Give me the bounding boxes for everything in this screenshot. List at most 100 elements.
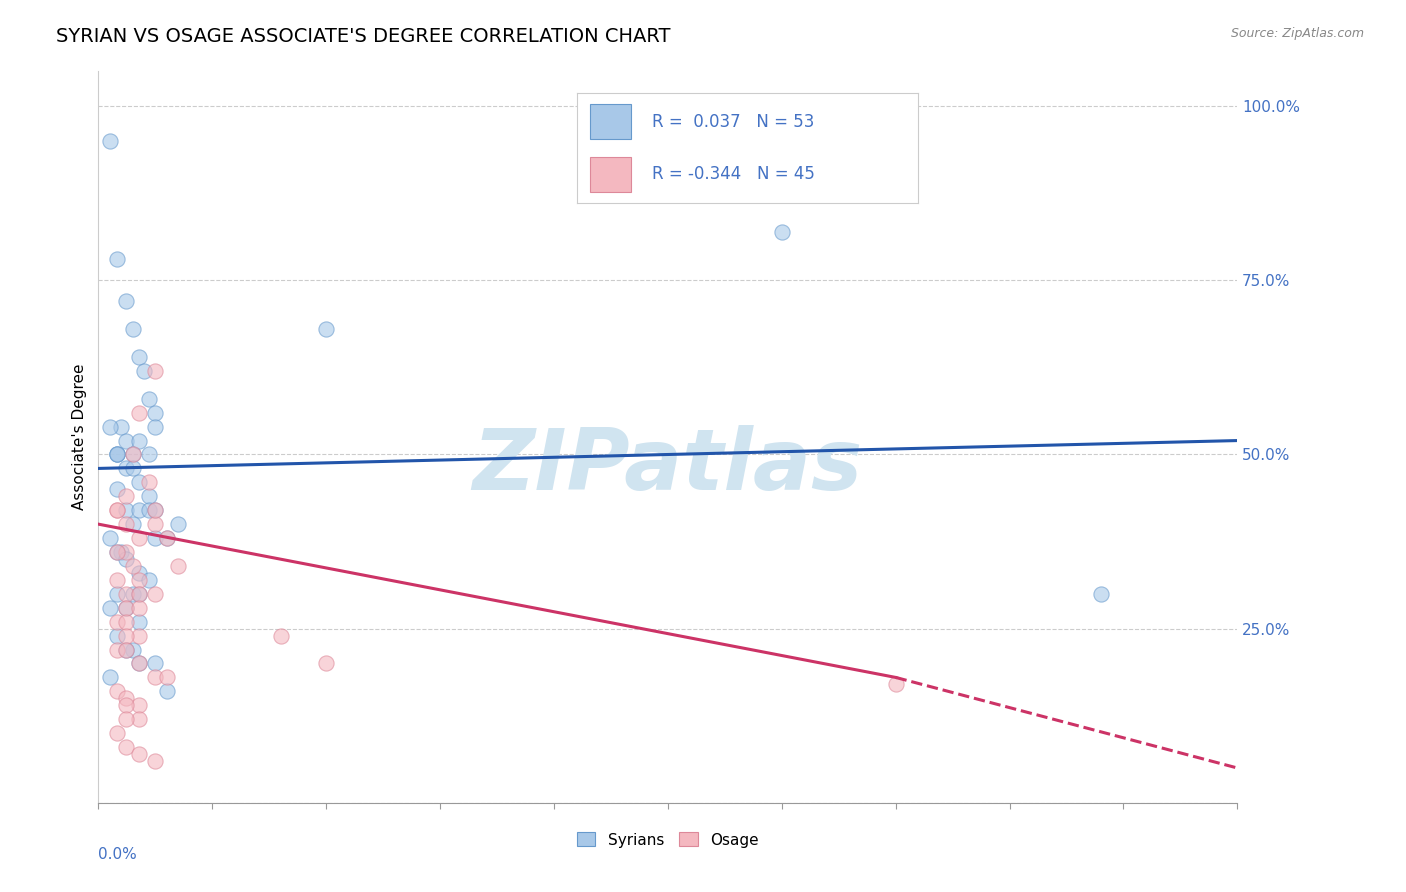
Point — [114, 629, 136, 643]
Point — [138, 489, 160, 503]
Point — [114, 434, 136, 448]
Point — [105, 545, 128, 559]
Point — [105, 252, 128, 267]
Point — [105, 503, 128, 517]
Point — [105, 448, 128, 462]
Point — [121, 448, 143, 462]
Point — [145, 503, 167, 517]
Point — [114, 600, 136, 615]
Point — [128, 600, 150, 615]
Point — [128, 475, 150, 490]
Point — [114, 691, 136, 706]
Point — [128, 434, 150, 448]
Point — [128, 657, 150, 671]
Point — [145, 670, 167, 684]
Point — [156, 531, 179, 545]
Point — [138, 392, 160, 406]
Point — [167, 517, 190, 532]
Point — [98, 419, 121, 434]
Point — [121, 642, 143, 657]
Point — [114, 461, 136, 475]
Point — [98, 134, 121, 148]
Point — [128, 615, 150, 629]
Point — [128, 503, 150, 517]
Point — [110, 419, 132, 434]
Point — [145, 657, 167, 671]
Point — [114, 489, 136, 503]
Point — [105, 545, 128, 559]
Y-axis label: Associate's Degree: Associate's Degree — [72, 364, 87, 510]
Legend: Syrians, Osage: Syrians, Osage — [571, 826, 765, 854]
Point — [770, 225, 793, 239]
Point — [114, 642, 136, 657]
Point — [145, 517, 167, 532]
Point — [145, 754, 167, 768]
Point — [121, 322, 143, 336]
Point — [315, 657, 337, 671]
Point — [145, 364, 167, 378]
Point — [98, 600, 121, 615]
Point — [105, 642, 128, 657]
Point — [270, 629, 292, 643]
Point — [98, 670, 121, 684]
Text: 0.0%: 0.0% — [98, 847, 138, 862]
Point — [145, 587, 167, 601]
Point — [138, 573, 160, 587]
Point — [128, 657, 150, 671]
Point — [128, 566, 150, 580]
Text: Source: ZipAtlas.com: Source: ZipAtlas.com — [1230, 27, 1364, 40]
Point — [128, 587, 150, 601]
Point — [110, 545, 132, 559]
Point — [128, 712, 150, 726]
Point — [138, 475, 160, 490]
Point — [114, 600, 136, 615]
Point — [128, 406, 150, 420]
Point — [114, 615, 136, 629]
Point — [105, 448, 128, 462]
Point — [145, 419, 167, 434]
Point — [145, 531, 167, 545]
Point — [138, 448, 160, 462]
Point — [128, 573, 150, 587]
Point — [105, 684, 128, 698]
Point — [114, 545, 136, 559]
Text: ZIPatlas: ZIPatlas — [472, 425, 863, 508]
Point — [121, 461, 143, 475]
Point — [156, 531, 179, 545]
Point — [1090, 587, 1112, 601]
Point — [105, 503, 128, 517]
Point — [128, 350, 150, 364]
Point — [128, 587, 150, 601]
Point — [138, 503, 160, 517]
Point — [121, 587, 143, 601]
Point — [105, 726, 128, 740]
Point — [128, 747, 150, 761]
Point — [114, 552, 136, 566]
Point — [128, 698, 150, 713]
Point — [114, 517, 136, 532]
Point — [105, 448, 128, 462]
Point — [114, 587, 136, 601]
Point — [145, 406, 167, 420]
Point — [315, 322, 337, 336]
Point — [132, 364, 155, 378]
Point — [114, 712, 136, 726]
Point — [105, 483, 128, 497]
Point — [105, 573, 128, 587]
Text: SYRIAN VS OSAGE ASSOCIATE'S DEGREE CORRELATION CHART: SYRIAN VS OSAGE ASSOCIATE'S DEGREE CORRE… — [56, 27, 671, 45]
Point — [156, 670, 179, 684]
Point — [114, 698, 136, 713]
Point — [105, 587, 128, 601]
Point — [114, 740, 136, 755]
Point — [121, 448, 143, 462]
Point — [167, 558, 190, 573]
Point — [884, 677, 907, 691]
Point — [98, 531, 121, 545]
Point — [145, 503, 167, 517]
Point — [121, 558, 143, 573]
Point — [128, 531, 150, 545]
Point — [114, 294, 136, 309]
Point — [128, 629, 150, 643]
Point — [156, 684, 179, 698]
Point — [114, 642, 136, 657]
